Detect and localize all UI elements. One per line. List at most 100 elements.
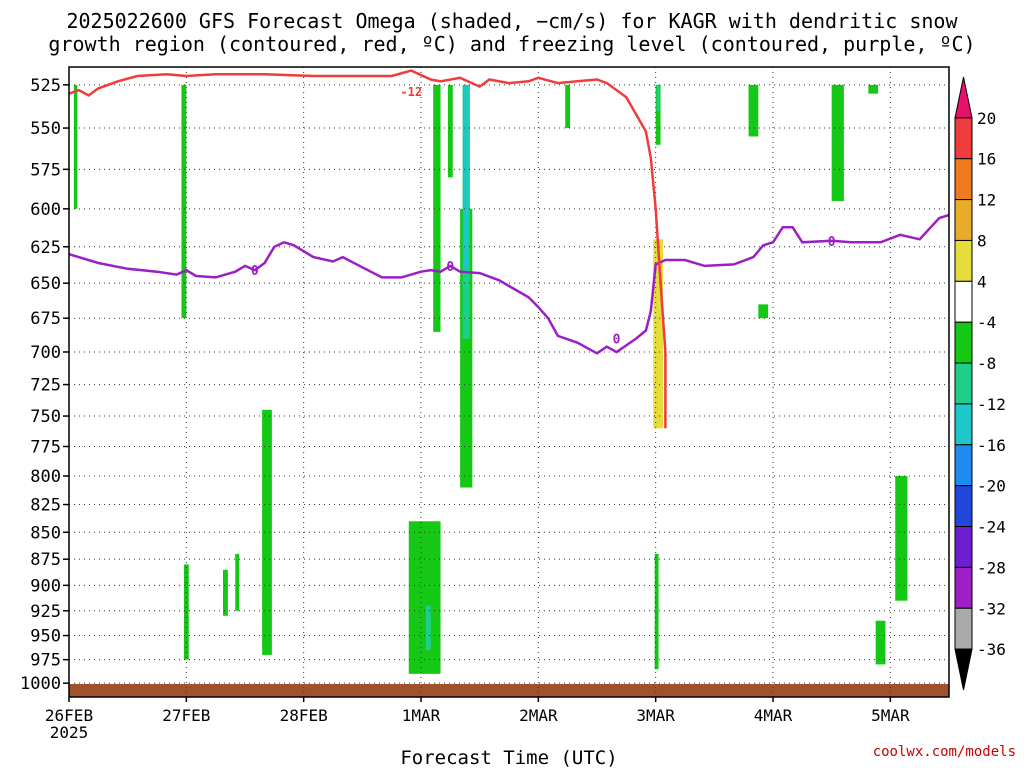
- x-tick-label-28FEB: 28FEB: [280, 706, 328, 725]
- omega-region-21: [447, 84, 453, 178]
- colorbar-bottom-arrow: [954, 648, 973, 691]
- freezing-level-contour: [68, 213, 950, 355]
- colorbar-swatch-8: [954, 403, 973, 446]
- omega-region-50: [821, 553, 832, 581]
- omega-region-48: [758, 446, 771, 527]
- omega-region-1: [71, 84, 77, 626]
- y-tick-label-550: 550: [30, 119, 61, 139]
- y-tick-label-950: 950: [30, 627, 61, 647]
- dgz-contour-label: -12: [400, 85, 422, 99]
- omega-region-9: [235, 553, 240, 611]
- omega-region-24: [464, 84, 469, 269]
- omega-region-2: [73, 84, 78, 209]
- colorbar-label-14: -36: [977, 640, 1006, 659]
- omega-region-33: [638, 283, 654, 511]
- y-tick-label-875: 875: [30, 550, 61, 570]
- omega-region-19: [433, 84, 441, 332]
- y-tick-label-925: 925: [30, 602, 61, 622]
- omega-region-56: [900, 84, 913, 154]
- freezing-level-label-4: 0: [828, 235, 836, 250]
- chart-title-line-1: 2025022600 GFS Forecast Omega (shaded, −…: [66, 9, 958, 33]
- colorbar-swatch-1: [954, 117, 973, 160]
- x-tick-label-4MAR: 4MAR: [754, 706, 793, 725]
- omega-region-3: [98, 111, 103, 154]
- colorbar-swatch-2: [954, 158, 973, 201]
- colorbar-label-2: 16: [977, 150, 996, 169]
- omega-region-42: [685, 574, 695, 611]
- omega-region-43: [748, 84, 759, 137]
- y-tick-label-575: 575: [30, 160, 61, 180]
- omega-region-25: [408, 521, 441, 674]
- colorbar-swatch-10: [954, 485, 973, 528]
- y-tick-label-725: 725: [30, 376, 61, 396]
- colorbar-swatch-6: [954, 321, 973, 364]
- colorbar-label-5: 4: [977, 272, 987, 291]
- freezing-level-label-2: 0: [446, 260, 454, 275]
- omega-region-4: [171, 84, 182, 339]
- omega-region-8: [223, 569, 228, 616]
- omega-region-35: [653, 239, 663, 429]
- omega-region-37: [656, 84, 660, 112]
- omega-region-28: [491, 161, 496, 255]
- colorbar-label-13: -32: [977, 599, 1006, 618]
- omega-region-44: [763, 84, 773, 94]
- colorbar-swatch-9: [954, 444, 973, 487]
- y-tick-label-800: 800: [30, 467, 61, 487]
- y-tick-label-650: 650: [30, 274, 61, 294]
- colorbar-swatch-3: [954, 199, 973, 241]
- omega-region-41: [597, 515, 600, 554]
- dgz-minus12-contour: [68, 69, 667, 429]
- x-tick-label-5MAR: 5MAR: [871, 706, 910, 725]
- omega-region-53: [875, 239, 886, 339]
- colorbar-label-6: -4: [977, 313, 996, 332]
- colorbar-label-10: -20: [977, 477, 1006, 496]
- colorbar-label-1: 20: [977, 109, 996, 128]
- colorbar-swatch-5: [954, 280, 973, 323]
- chart-title-line-2: growth region (contoured, red, ºC) and f…: [48, 32, 976, 56]
- omega-region-54: [875, 620, 886, 665]
- colorbar-label-3: 12: [977, 191, 996, 210]
- colorbar-label-9: -16: [977, 436, 1006, 455]
- colorbar: 20 16 12 8 4 -4 -8 -12 -16 -20 -24 -28 -32 -36: [954, 76, 1006, 691]
- omega-region-30: [565, 84, 571, 129]
- terrain-surface-band: [69, 684, 949, 697]
- x-tick-label-26FEB: 26FEB: [45, 706, 93, 725]
- y-tick-label-750: 750: [30, 407, 61, 427]
- omega-region-40: [621, 254, 627, 284]
- omega-region-45: [792, 84, 800, 103]
- source-credit: coolwx.com/models: [872, 744, 1016, 760]
- omega-region-26: [425, 605, 431, 651]
- colorbar-swatch-7: [954, 362, 973, 405]
- omega-region-55: [895, 475, 908, 601]
- omega-region-12: [315, 84, 321, 145]
- omega-region-38: [654, 553, 659, 670]
- omega-region-39: [645, 580, 651, 655]
- omega-region-16: [381, 283, 387, 319]
- colorbar-label-8: -12: [977, 395, 1006, 414]
- omega-region-17: [416, 84, 421, 284]
- colorbar-label-12: -28: [977, 558, 1006, 577]
- x-axis-label: Forecast Time (UTC): [400, 747, 617, 768]
- omega-region-31: [575, 84, 580, 120]
- colorbar-label-7: -8: [977, 354, 996, 373]
- x-tick-label-2MAR: 2MAR: [519, 706, 558, 725]
- omega-region-11: [284, 338, 297, 544]
- omega-region-18: [423, 84, 434, 511]
- colorbar-swatch-11: [954, 526, 973, 568]
- colorbar-swatch-12: [954, 566, 973, 609]
- omega-region-51: [831, 325, 844, 606]
- y-tick-label-525: 525: [30, 76, 61, 96]
- freezing-level-label-1: 0: [251, 264, 259, 279]
- x-tick-sublabel-year: 2025: [50, 723, 89, 742]
- plot-frame: [68, 66, 950, 698]
- y-tick-label-1000: 1000: [20, 674, 61, 694]
- y-tick-label-850: 850: [30, 523, 61, 543]
- contour-layer: 0 0 0 0 -12: [68, 69, 950, 429]
- omega-region-14: [330, 119, 335, 194]
- freezing-level-label-3: 0: [613, 333, 621, 348]
- y-tick-label-975: 975: [30, 651, 61, 671]
- omega-region-52: [868, 84, 879, 94]
- colorbar-swatch-13: [954, 607, 973, 650]
